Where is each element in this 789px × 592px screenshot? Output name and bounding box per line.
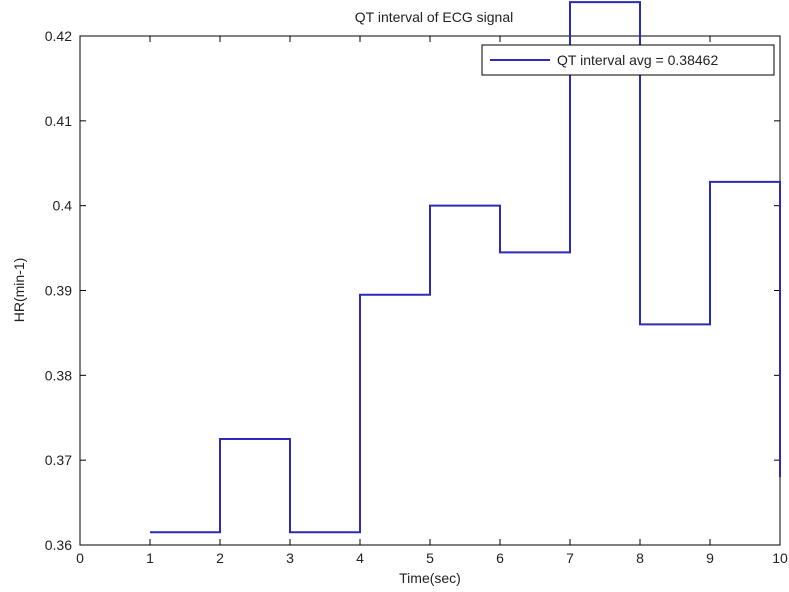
legend: QT interval avg = 0.38462 bbox=[481, 44, 775, 76]
x-tick-label: 2 bbox=[216, 550, 224, 566]
x-axis-title: Time(sec) bbox=[399, 570, 461, 586]
legend-label: QT interval avg = 0.38462 bbox=[557, 52, 718, 68]
x-axis-ticks: 0 1 2 3 4 5 6 7 8 9 10 bbox=[76, 36, 788, 566]
x-tick-label: 8 bbox=[636, 550, 644, 566]
y-axis-title: HR(min-1) bbox=[11, 258, 27, 323]
x-tick-label: 0 bbox=[76, 550, 84, 566]
series-line bbox=[150, 1, 781, 534]
x-tick-label: 6 bbox=[496, 550, 504, 566]
x-tick-label: 4 bbox=[356, 550, 364, 566]
y-tick-label: 0.39 bbox=[45, 283, 72, 299]
y-axis-ticks: 0.36 0.37 0.38 0.39 0.4 0.41 0.42 bbox=[45, 28, 780, 553]
x-tick-label: 5 bbox=[426, 550, 434, 566]
y-tick-label: 0.4 bbox=[53, 198, 73, 214]
chart-title: QT interval of ECG signal bbox=[355, 9, 513, 25]
y-tick-label: 0.36 bbox=[45, 537, 72, 553]
x-tick-label: 10 bbox=[772, 550, 788, 566]
y-tick-label: 0.42 bbox=[45, 28, 72, 44]
y-tick-label: 0.37 bbox=[45, 452, 72, 468]
x-tick-label: 7 bbox=[566, 550, 574, 566]
x-tick-label: 3 bbox=[286, 550, 294, 566]
y-tick-label: 0.38 bbox=[45, 367, 72, 383]
x-tick-label: 9 bbox=[706, 550, 714, 566]
x-tick-label: 1 bbox=[146, 550, 154, 566]
y-tick-label: 0.41 bbox=[45, 113, 72, 129]
